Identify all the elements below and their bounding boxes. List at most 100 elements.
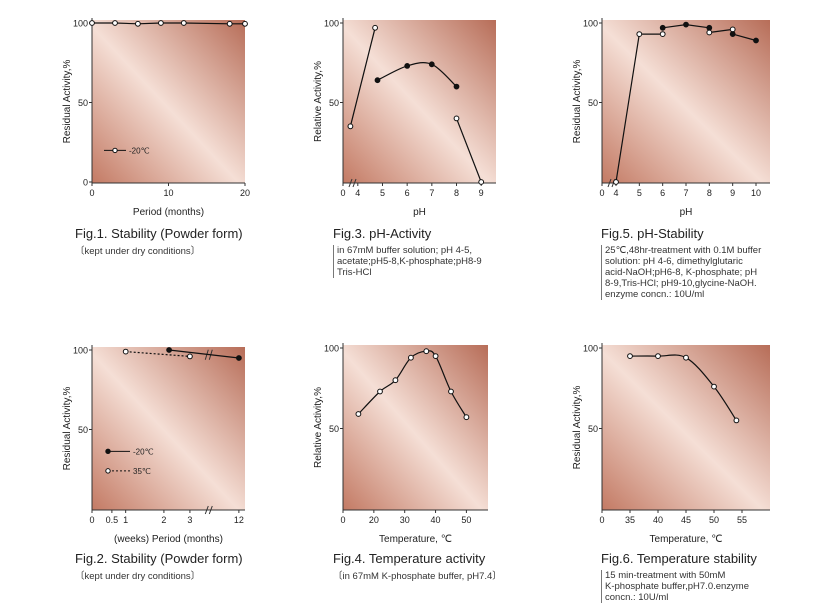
x-tick-label: 20 [240, 188, 250, 198]
data-point [683, 21, 689, 28]
x-tick-label: 7 [429, 188, 434, 198]
data-point [112, 20, 118, 26]
data-point [613, 179, 619, 185]
x-tick-label: 0.5 [106, 515, 119, 525]
x-tick-label: 7 [683, 188, 688, 198]
figure-title: Fig.4. Temperature activity [333, 551, 486, 566]
x-tick-label: 45 [681, 515, 691, 525]
data-point [242, 20, 248, 27]
figure-note-line: acetate;pH5-8,K-phosphate;pH8-9 [337, 256, 482, 267]
line-break-mark [204, 349, 213, 360]
data-point [432, 353, 439, 360]
figure-title: Fig.6. Temperature stability [601, 551, 757, 566]
data-point [636, 31, 643, 37]
series-line [92, 22, 245, 25]
series-line [615, 33, 663, 183]
data-point [423, 348, 430, 355]
data-point [463, 414, 470, 421]
x-axis-title: Temperature, ℃ [650, 534, 723, 545]
x-tick-label: 10 [163, 188, 173, 198]
series-line [169, 349, 239, 359]
axis-break-mark [607, 178, 616, 188]
y-tick-label: 50 [329, 98, 339, 108]
figure-note-line: 15 min-treatment with 50mM [605, 570, 726, 581]
data-point [659, 24, 666, 31]
figure-title: Fig.1. Stability (Powder form) [75, 226, 243, 241]
x-tick-label: 20 [369, 515, 379, 525]
x-tick-label: 6 [405, 188, 410, 198]
y-axis-title: Relative Activity,% [313, 61, 324, 142]
x-tick-label: 0 [89, 188, 94, 198]
data-point [404, 63, 411, 69]
y-tick-label: 100 [73, 346, 88, 356]
x-tick-label: 12 [234, 515, 244, 525]
x-axis-title: pH [413, 207, 426, 218]
y-tick-label: 100 [324, 19, 339, 29]
x-tick-label: 40 [653, 515, 663, 525]
data-point [711, 383, 717, 390]
x-tick-label: 8 [454, 188, 459, 198]
y-axis-title: Residual Activity,% [572, 386, 583, 470]
figure-note-line: solution: pH 4-6, dimethylglutaric [605, 256, 743, 267]
plot-area [602, 20, 770, 183]
series-line [662, 23, 710, 29]
series-line [357, 350, 467, 418]
x-axis-title: Temperature, ℃ [379, 534, 452, 545]
x-tick-label: 3 [187, 515, 192, 525]
data-point [372, 24, 379, 31]
series-line [709, 28, 733, 34]
data-point [347, 123, 354, 130]
x-tick-label: 30 [400, 515, 410, 525]
x-tick-label: 40 [431, 515, 441, 525]
y-tick-label: 50 [78, 98, 88, 108]
y-tick-label: 100 [583, 19, 598, 29]
data-point [448, 388, 454, 395]
figure-note-line: K-phosphate buffer,pH7.0.enzyme [605, 581, 750, 592]
x-tick-label: 50 [461, 515, 471, 525]
series-line [125, 351, 190, 357]
y-tick-label: 50 [588, 98, 598, 108]
fig6-caption: Fig.6. Temperature stability 15 min-treat… [601, 551, 831, 603]
legend-label: 35℃ [133, 467, 151, 476]
figure-note-line: 8-9,Tris-HCl; pH9-10,glycine-NaOH. [605, 278, 757, 289]
data-point [627, 353, 633, 360]
x-axis-title: (weeks) Period (months) [114, 534, 223, 545]
data-point [236, 355, 242, 361]
figure-title: Fig.2. Stability (Powder form) [75, 551, 243, 566]
x-tick-label: 5 [637, 188, 642, 198]
axis-break-mark [204, 505, 213, 515]
fig5-caption: Fig.5. pH-Stability 25℃,48hr-treatment wi… [601, 226, 831, 300]
figure-note-line: concn.: 10U/ml [605, 592, 669, 603]
x-tick-label: 2 [161, 515, 166, 525]
x-tick-label: 0 [340, 188, 345, 198]
series-line [732, 33, 757, 42]
y-axis-title: Residual Activity,% [62, 60, 73, 144]
figure-note-line: 〔in 67mM K-phosphate buffer, pH7.4〕 [333, 571, 502, 582]
axis-break-mark [348, 178, 357, 188]
series-line [349, 27, 376, 127]
data-point [753, 37, 759, 44]
figure-note: 25℃,48hr-treatment with 0.1M buffer solut… [601, 245, 831, 300]
figure-note: 〔in 67mM K-phosphate buffer, pH7.4〕 [333, 571, 563, 582]
x-tick-label: 6 [660, 188, 665, 198]
data-point [706, 24, 713, 31]
data-point [122, 348, 129, 355]
x-tick-label: 4 [355, 188, 360, 198]
y-tick-label: 100 [73, 19, 88, 29]
x-tick-label: 4 [613, 188, 618, 198]
fig3-caption: Fig.3. pH-Activity in 67mM buffer solutio… [333, 226, 563, 278]
data-point [166, 347, 173, 353]
fig1-caption: Fig.1. Stability (Powder form) 〔kept unde… [75, 226, 305, 257]
x-axis-title: pH [680, 207, 693, 218]
y-tick-label: 50 [78, 425, 88, 435]
x-tick-label: 0 [599, 188, 604, 198]
x-tick-label: 8 [707, 188, 712, 198]
data-point [226, 20, 233, 27]
data-point [729, 26, 736, 33]
plot-area [343, 20, 496, 183]
figure-note-line: in 67mM buffer solution; pH 4-5, [337, 245, 473, 256]
